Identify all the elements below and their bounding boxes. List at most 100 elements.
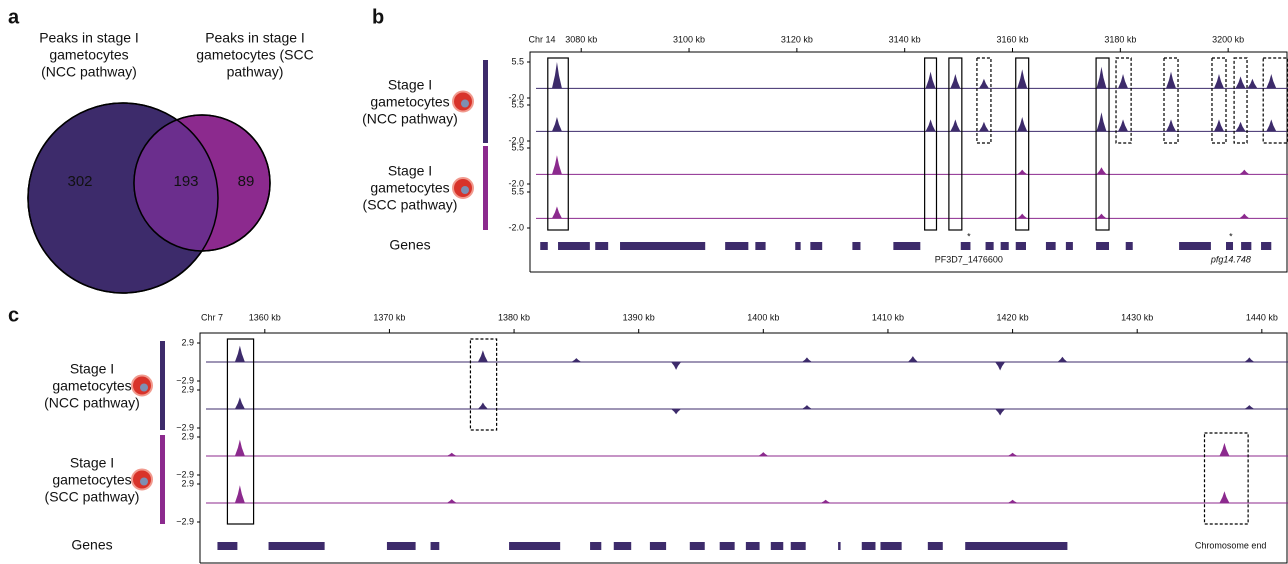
highlight-box [469, 338, 498, 431]
cell-icon-parasite [461, 99, 469, 108]
x-tick-label: 1420 kb [997, 312, 1029, 322]
signal-peak [571, 358, 582, 362]
annotation: Chromosome end [1195, 540, 1267, 550]
set-label: Peaks in stage I gametocytes (SCC pathwa… [196, 29, 314, 80]
highlight-box [1262, 57, 1288, 144]
cell-icon-parasite [140, 477, 148, 486]
signal-peak [446, 452, 457, 456]
gene-block [590, 542, 602, 550]
gene-block [1015, 242, 1026, 250]
gene-block [790, 542, 806, 550]
signal-peak [234, 345, 245, 362]
signal-peak [1017, 213, 1028, 219]
gene-block [430, 542, 440, 550]
signal-peak [551, 62, 562, 89]
highlight-box [547, 57, 569, 231]
y-tick-label: −2.9 [176, 469, 194, 479]
signal-peak [1219, 442, 1230, 456]
signal-peak [1239, 169, 1250, 175]
highlight-box [1233, 57, 1248, 144]
plot-frame [529, 51, 1288, 273]
gene-block [745, 542, 760, 550]
signal-peak [1096, 213, 1107, 219]
y-tick-label: −2.9 [176, 516, 194, 526]
highlight-box [1115, 57, 1132, 144]
gene-block [1096, 242, 1110, 250]
y-tick-label: -2.0 [508, 135, 524, 145]
signal-peak [551, 206, 562, 219]
gene-block [540, 242, 548, 250]
highlight-box [948, 57, 963, 231]
gene-block [880, 542, 902, 550]
signal-peak [1118, 74, 1129, 89]
signal-peak [1235, 76, 1246, 89]
gene-block [985, 242, 994, 250]
signal-peak [446, 499, 457, 503]
group-label: Stage I gametocytes (SCC pathway) [44, 454, 140, 504]
signal-peak [1213, 74, 1224, 89]
signal-peak [1007, 499, 1018, 503]
signal-peak [1166, 119, 1177, 132]
gene-block [725, 242, 749, 250]
gene-block [595, 242, 609, 250]
signal-peak [758, 452, 769, 456]
signal-peak [1219, 491, 1230, 503]
y-tick-label: -2.0 [508, 178, 524, 188]
signal-peak [925, 119, 936, 132]
gene-block [960, 242, 971, 250]
highlight-box [976, 57, 992, 144]
signal-peak [1096, 66, 1107, 89]
overlap-region [134, 115, 218, 251]
highlight-box [924, 57, 938, 231]
count-label: 302 [67, 173, 92, 190]
gene-block [1065, 242, 1073, 250]
x-tick-label: 3140 kb [889, 34, 921, 44]
gene-block [386, 542, 416, 550]
count-label: 89 [238, 173, 255, 190]
gene-block [719, 542, 735, 550]
highlight-box [1095, 57, 1110, 231]
signal-peak [551, 117, 562, 132]
highlight-box [1015, 57, 1030, 231]
signal-peak [1096, 112, 1107, 132]
signal-peak [1017, 117, 1028, 132]
signal-peak [1266, 119, 1277, 132]
gene-block [810, 242, 823, 250]
gene-block [509, 542, 561, 550]
set-label: Peaks in stage I gametocytes (NCC pathwa… [39, 29, 139, 80]
y-tick-label: 2.9 [181, 431, 194, 441]
x-tick-label: 1430 kb [1121, 312, 1153, 322]
signal-peak [1096, 167, 1107, 175]
y-tick-label: -2.0 [508, 92, 524, 102]
plot-frame [199, 332, 1288, 564]
highlight-box [226, 338, 255, 525]
annotation: pfg14.748 [1210, 254, 1251, 264]
signal-peak [1244, 405, 1255, 409]
x-tick-label: 3100 kb [673, 34, 705, 44]
group-bar [483, 146, 488, 230]
group-bar [160, 435, 165, 524]
signal-peak [671, 362, 682, 370]
signal-peak [477, 350, 488, 362]
x-tick-label: 1370 kb [373, 312, 405, 322]
gene-block [1261, 242, 1272, 250]
x-tick-label: 1410 kb [872, 312, 904, 322]
gene-block [927, 542, 943, 550]
x-tick-label: 1400 kb [747, 312, 779, 322]
signal-peak [1017, 169, 1028, 175]
group-bar [483, 60, 488, 143]
gene-block [1045, 242, 1056, 250]
highlight-box [1211, 57, 1227, 144]
gene-block [649, 542, 667, 550]
annotation: * [1229, 231, 1233, 241]
signal-peak [1118, 119, 1129, 132]
x-tick-label: 3180 kb [1104, 34, 1136, 44]
gene-block [620, 242, 706, 250]
signal-peak [1247, 78, 1258, 89]
gene-block [795, 242, 801, 250]
signal-peak [1235, 121, 1246, 132]
signal-peak [801, 405, 812, 409]
cell-icon-parasite [140, 383, 148, 392]
signal-peak [995, 362, 1006, 371]
